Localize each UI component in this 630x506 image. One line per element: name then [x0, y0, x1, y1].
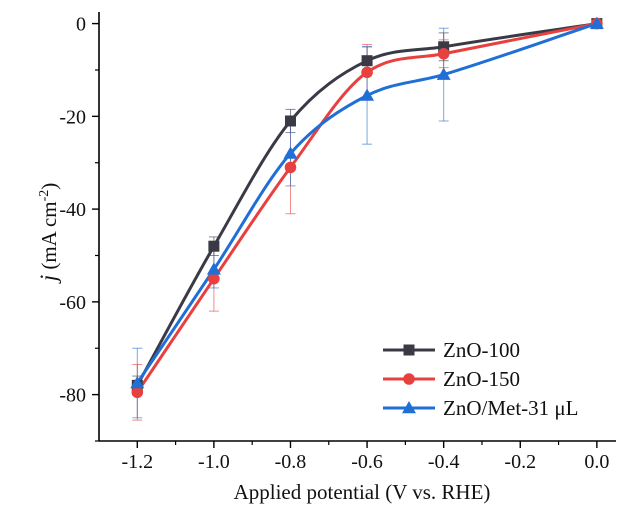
y-tick-label: -20: [59, 106, 86, 128]
series-layer: [130, 16, 604, 421]
data-point: [283, 146, 298, 159]
data-point: [436, 67, 451, 80]
y-tick-label: 0: [76, 14, 86, 36]
data-point: [361, 55, 373, 67]
data-point: [360, 88, 375, 101]
legend-marker: [403, 373, 415, 385]
data-point: [438, 41, 450, 53]
y-axis-label: j (mA cm-2): [36, 183, 61, 285]
y-axis-label-italic: j: [36, 275, 61, 284]
x-tick-label: -0.4: [428, 451, 460, 473]
legend-item-1: ZnO-150: [383, 367, 520, 391]
y-tick-label: -80: [59, 385, 86, 407]
legend-marker: [402, 401, 416, 414]
legend-item-2: ZnO/Met-31 μL: [383, 396, 579, 420]
series-line-1: [136, 22, 598, 394]
x-tick-label: -0.8: [275, 451, 307, 473]
data-point: [284, 115, 296, 127]
data-point: [284, 161, 297, 174]
legend-label: ZnO-150: [443, 367, 520, 391]
data-point: [437, 47, 450, 60]
series-markers-1: [131, 17, 603, 399]
data-point: [361, 66, 373, 79]
x-axis-label: Applied potential (V vs. RHE): [234, 480, 491, 504]
x-tick-label: -0.2: [504, 451, 536, 473]
data-point: [208, 240, 220, 252]
y-axis-label-sup: -2: [37, 190, 52, 202]
y-tick-label: -40: [59, 199, 86, 221]
series-line-2: [136, 22, 598, 384]
series-markers-2: [130, 16, 604, 389]
legend: ZnO-100 ZnO-150 ZnO/Met-31 μL: [383, 338, 579, 420]
series-line-0: [135, 22, 598, 387]
axes: [98, 12, 616, 442]
data-point: [589, 16, 604, 29]
y-tick-label: -60: [59, 292, 86, 314]
x-tick-label: -1.2: [121, 451, 153, 473]
legend-label: ZnO-100: [443, 338, 520, 362]
data-point: [131, 386, 144, 399]
x-tick-label: 0.0: [584, 451, 609, 473]
data-point: [208, 272, 220, 285]
legend-label: ZnO/Met-31 μL: [443, 396, 579, 420]
y-axis-label-close: ): [37, 183, 61, 190]
data-point: [206, 262, 221, 275]
ticks: -1.2 -1.0 -0.8 -0.6 -0.4 -0.2 0.0 0 -20 -40 -60 -80: [59, 14, 609, 473]
data-point: [130, 376, 145, 389]
legend-item-0: ZnO-100: [383, 338, 520, 362]
legend-marker: [403, 344, 415, 356]
y-axis-label-main: (mA cm: [37, 201, 61, 275]
series-errorbars-2: [132, 20, 602, 419]
x-tick-label: -1.0: [198, 451, 230, 473]
x-tick-label: -0.6: [351, 451, 383, 473]
